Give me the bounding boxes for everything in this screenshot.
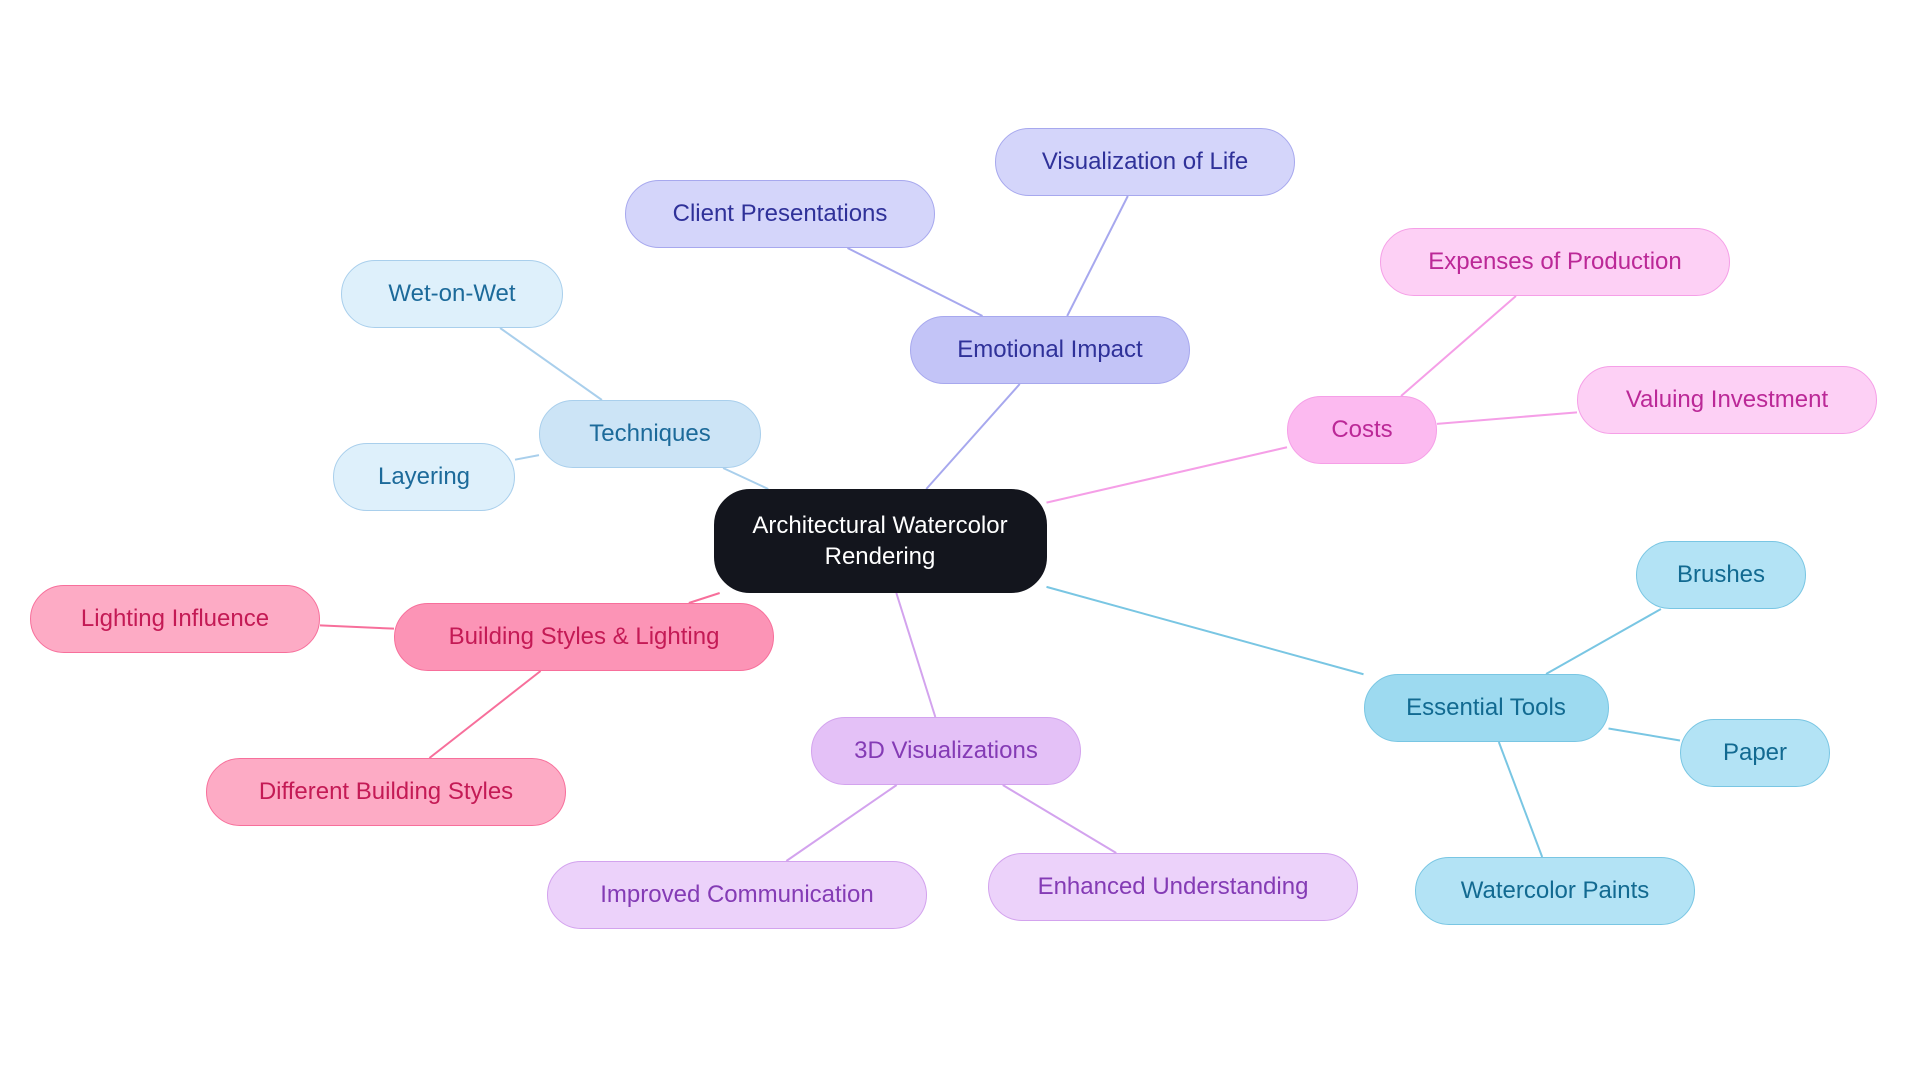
edge <box>896 593 935 717</box>
edge <box>500 328 602 400</box>
edge <box>1067 196 1128 316</box>
node-emotional-impact: Emotional Impact <box>910 316 1190 384</box>
node-expenses-of-production: Expenses of Production <box>1380 228 1730 296</box>
node-improved-communication: Improved Communication <box>547 861 927 929</box>
edge <box>1546 609 1661 674</box>
edge <box>723 468 768 489</box>
edge <box>515 455 539 460</box>
node-root: Architectural Watercolor Rendering <box>714 489 1047 593</box>
edge <box>1003 785 1117 853</box>
node-enhanced-understanding: Enhanced Understanding <box>988 853 1358 921</box>
node-layering: Layering <box>333 443 515 511</box>
node-paper: Paper <box>1680 719 1830 787</box>
node-essential-tools: Essential Tools <box>1364 674 1609 742</box>
node-costs: Costs <box>1287 396 1437 464</box>
edge <box>1047 447 1288 502</box>
mindmap-canvas: Architectural Watercolor Rendering Techn… <box>0 0 1920 1083</box>
node-valuing-investment: Valuing Investment <box>1577 366 1877 434</box>
node-wet-on-wet: Wet-on-Wet <box>341 260 563 328</box>
edge <box>429 671 540 758</box>
node-building-styles-lighting: Building Styles & Lighting <box>394 603 774 671</box>
node-3d-visualizations: 3D Visualizations <box>811 717 1081 785</box>
node-lighting-influence: Lighting Influence <box>30 585 320 653</box>
edge <box>848 248 983 316</box>
node-visualization-of-life: Visualization of Life <box>995 128 1295 196</box>
edge <box>1499 742 1542 857</box>
node-watercolor-paints: Watercolor Paints <box>1415 857 1695 925</box>
node-brushes: Brushes <box>1636 541 1806 609</box>
edge <box>320 625 394 628</box>
edge <box>1609 728 1681 740</box>
edge <box>1401 296 1516 396</box>
edge <box>689 593 720 603</box>
node-different-building-styles: Different Building Styles <box>206 758 566 826</box>
edge <box>1047 587 1364 674</box>
node-techniques: Techniques <box>539 400 761 468</box>
node-client-presentations: Client Presentations <box>625 180 935 248</box>
edge <box>786 785 896 861</box>
edge <box>926 384 1019 489</box>
edge <box>1437 412 1577 424</box>
